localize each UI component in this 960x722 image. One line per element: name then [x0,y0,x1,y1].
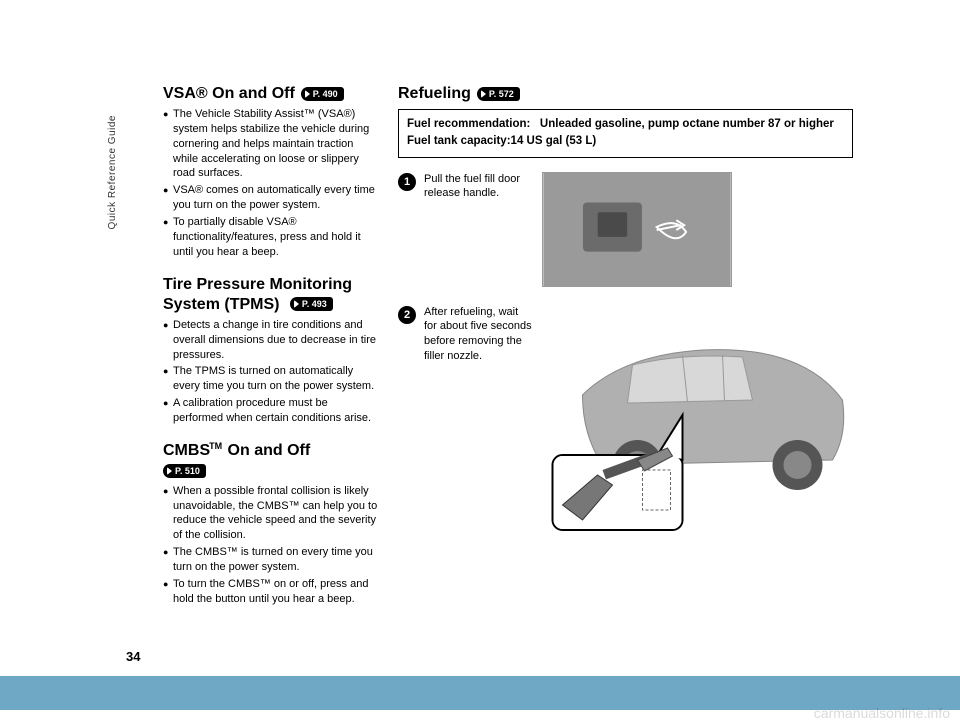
step-1-text: Pull the fuel fill door release handle. [424,172,534,202]
cmbs-bullet: The CMBS™ is turned on every time you tu… [163,545,378,575]
tpms-page-ref: P. 493 [290,297,333,311]
refuel-title: Refueling [398,85,471,103]
vsa-bullet: VSA® comes on automatically every time y… [163,183,378,213]
cmbs-tm: TM [209,441,222,451]
cmbs-bullet: To turn the CMBS™ on or off, press and h… [163,577,378,607]
vehicle-refueling-illustration [542,305,853,535]
tpms-title-line1: Tire Pressure Monitoring [163,276,352,293]
section-refueling: Refueling P. 572 Fuel recommendation: Un… [398,85,853,535]
tpms-bullet: A calibration procedure must be performe… [163,396,378,426]
cmbs-page-ref: P. 510 [163,464,206,478]
vsa-page-ref: P. 490 [301,87,344,101]
vsa-bullets: The Vehicle Stability Assist™ (VSA®) sys… [163,107,378,259]
fuel-recommendation-box: Fuel recommendation: Unleaded gasoline, … [398,109,853,158]
section-cmbs: CMBSTM On and Off P. 510 When a possible… [163,442,378,607]
step-1-image [542,172,732,287]
fuel-rec-label: Fuel recommendation: [407,118,530,130]
refuel-step-1: 1 Pull the fuel fill door release handle… [398,172,853,287]
fuel-rec-line: Fuel recommendation: Unleaded gasoline, … [407,116,844,133]
step-2-image [542,305,853,535]
fuel-door-release-illustration [543,173,731,286]
tpms-bullet: The TPMS is turned on automatically ever… [163,364,378,394]
cmbs-bullet: When a possible frontal collision is lik… [163,484,378,543]
watermark: carmanualsonline.info [814,705,950,721]
fuel-rec-value: Unleaded gasoline, pump octane number 87… [540,118,834,130]
refuel-heading: Refueling P. 572 [398,85,853,103]
fuel-cap-label: Fuel tank capacity: [407,135,511,147]
step-2-text: After refueling, wait for about five sec… [424,305,534,364]
left-column: VSA® On and Off P. 490 The Vehicle Stabi… [163,85,378,655]
step-number: 1 [398,173,416,191]
vsa-title: VSA® On and Off [163,85,295,103]
section-vsa: VSA® On and Off P. 490 The Vehicle Stabi… [163,85,378,259]
vsa-bullet: The Vehicle Stability Assist™ (VSA®) sys… [163,107,378,181]
tpms-title-line2: System (TPMS) [163,296,279,313]
refuel-step-2: 2 After refueling, wait for about five s… [398,305,853,535]
vsa-heading: VSA® On and Off P. 490 [163,85,378,103]
cmbs-title-a: CMBS [163,442,210,459]
fuel-cap-line: Fuel tank capacity:14 US gal (53 L) [407,133,844,150]
page-number: 34 [126,649,140,664]
section-tpms: Tire Pressure Monitoring System (TPMS) P… [163,275,378,425]
vsa-bullet: To partially disable VSA® functionality/… [163,215,378,260]
cmbs-heading: CMBSTM On and Off P. 510 [163,442,378,480]
side-tab: Quick Reference Guide [107,115,131,265]
step-number: 2 [398,306,416,324]
right-column: Refueling P. 572 Fuel recommendation: Un… [398,85,853,655]
fuel-cap-value: 14 US gal (53 L) [511,135,597,147]
refuel-steps: 1 Pull the fuel fill door release handle… [398,172,853,535]
tpms-bullets: Detects a change in tire conditions and … [163,318,378,426]
refuel-page-ref: P. 572 [477,87,520,101]
cmbs-bullets: When a possible frontal collision is lik… [163,484,378,607]
cmbs-title-b: On and Off [223,442,310,459]
page-content: VSA® On and Off P. 490 The Vehicle Stabi… [163,85,863,655]
side-tab-label: Quick Reference Guide [107,115,118,229]
tpms-bullet: Detects a change in tire conditions and … [163,318,378,363]
tpms-heading: Tire Pressure Monitoring System (TPMS) P… [163,275,378,313]
